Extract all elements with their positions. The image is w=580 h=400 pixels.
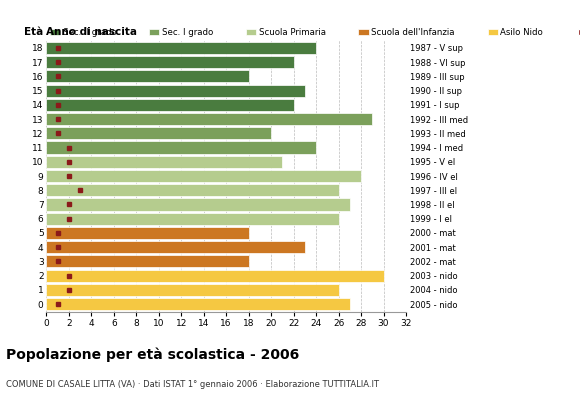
Bar — [46, 99, 293, 111]
Text: Popolazione per età scolastica - 2006: Popolazione per età scolastica - 2006 — [6, 348, 299, 362]
Bar — [46, 156, 282, 168]
Bar — [46, 170, 361, 182]
Bar — [46, 42, 316, 54]
Bar — [46, 70, 249, 82]
Text: Anno di nascita: Anno di nascita — [46, 27, 137, 37]
Text: Età: Età — [24, 27, 43, 37]
Bar — [46, 184, 339, 196]
Bar — [46, 213, 339, 225]
Bar — [46, 284, 339, 296]
Bar — [46, 84, 305, 97]
Bar — [46, 241, 305, 253]
Bar — [46, 270, 383, 282]
Bar — [46, 127, 271, 139]
Text: COMUNE DI CASALE LITTA (VA) · Dati ISTAT 1° gennaio 2006 · Elaborazione TUTTITAL: COMUNE DI CASALE LITTA (VA) · Dati ISTAT… — [6, 380, 379, 389]
Legend: Sec. II grado, Sec. I grado, Scuola Primaria, Scuola dell'Infanzia, Asilo Nido, : Sec. II grado, Sec. I grado, Scuola Prim… — [46, 24, 580, 40]
Bar — [46, 227, 249, 239]
Bar — [46, 298, 350, 310]
Bar — [46, 56, 293, 68]
Bar — [46, 255, 249, 268]
Bar — [46, 198, 350, 210]
Bar — [46, 142, 316, 154]
Bar — [46, 113, 372, 125]
